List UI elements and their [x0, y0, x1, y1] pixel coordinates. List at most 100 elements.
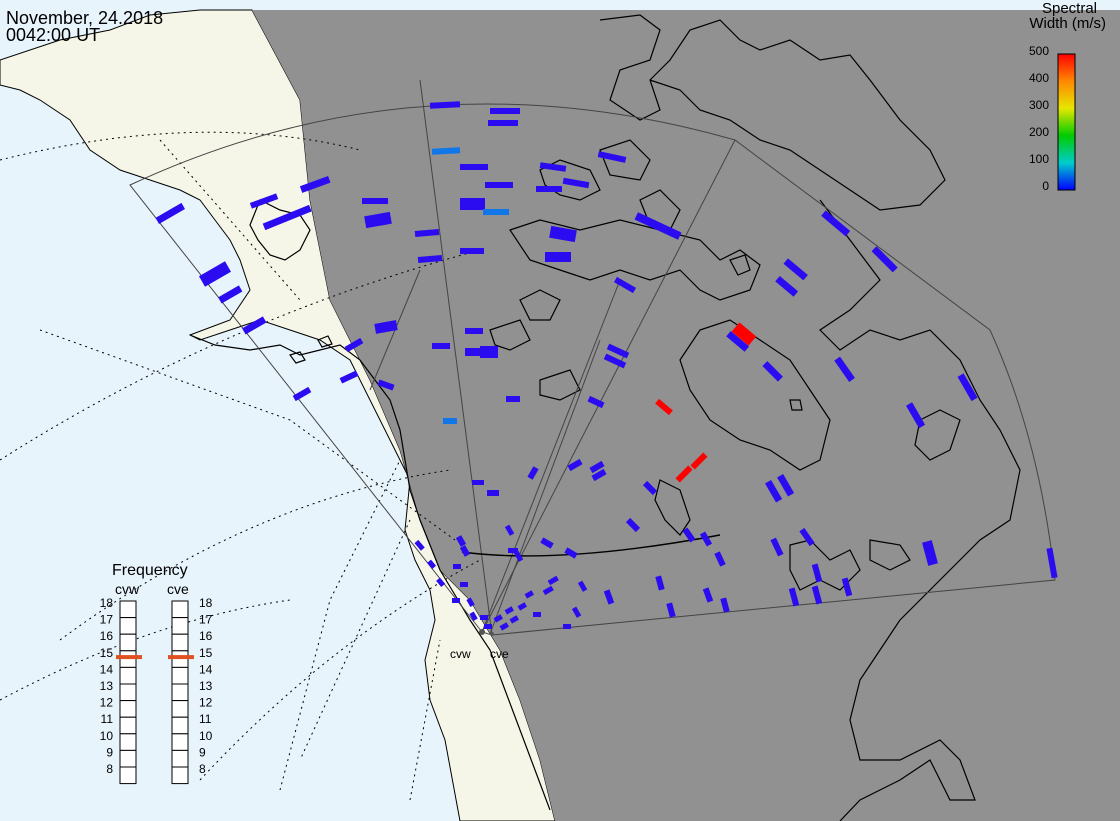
frequency-scale-label: 14 [100, 662, 114, 676]
frequency-scale-label: 16 [199, 629, 213, 643]
echo-cell [427, 559, 437, 569]
echo-cell [364, 211, 392, 229]
colorbar-tick-label: 400 [1029, 71, 1049, 85]
echo-cell [821, 210, 851, 237]
echo-cell [783, 258, 808, 281]
echo-cell [871, 246, 898, 273]
echo-cell [682, 527, 696, 543]
echo-cell [429, 101, 461, 109]
echo-cell [242, 316, 267, 335]
echo-cell [414, 539, 425, 551]
echo-cell [432, 343, 450, 349]
echo-cell [414, 228, 440, 238]
frequency-cell-cve [171, 733, 189, 751]
frequency-scale-label: 11 [101, 712, 114, 726]
colorbar-gradient [1057, 53, 1076, 191]
echo-cell [460, 164, 488, 170]
site-label-cvw: cvw [450, 647, 471, 661]
frequency-cell-cvw [119, 766, 137, 785]
echo-cell [436, 577, 446, 587]
frequency-scale-label: 17 [199, 613, 213, 627]
frequency-scale-label: 11 [199, 712, 212, 726]
echo-cell [199, 261, 231, 287]
frequency-scale-label: 10 [199, 729, 213, 743]
echo-cell [539, 162, 567, 172]
coastlines [489, 14, 1021, 821]
echo-cell [339, 370, 359, 384]
frequency-scale-label: 15 [100, 646, 114, 660]
frequency-scale-label: 12 [199, 696, 213, 710]
echo-cell [545, 252, 571, 262]
echo-cell [634, 212, 682, 240]
echo-cell [765, 479, 783, 503]
frequency-marker-cve [168, 655, 194, 660]
echo-cell [459, 545, 471, 557]
echo-cell [533, 612, 541, 617]
echo-cell [493, 614, 503, 623]
frequency-scale-label: 16 [100, 629, 114, 643]
frequency-scale-label: 13 [199, 679, 213, 693]
echo-cell [524, 590, 534, 599]
echo-cell [509, 615, 519, 624]
frequency-title: Frequency [112, 562, 188, 579]
frequency-scale-label: 9 [199, 745, 206, 759]
echo-cell [1046, 547, 1058, 579]
colorbar-title-line1: Spectral [1042, 0, 1097, 17]
colorbar-tick-label: 300 [1029, 98, 1049, 112]
echo-cell [563, 624, 571, 629]
frequency-scale-label: 8 [199, 762, 206, 776]
echo-cell [460, 198, 485, 210]
echo-cell [549, 225, 577, 243]
echo-cell [811, 563, 823, 583]
radar-site-cve-marker [490, 632, 494, 636]
echo-cell [469, 611, 478, 621]
echo-cell [472, 480, 484, 485]
echo-cell [775, 275, 799, 297]
echo-cell [485, 182, 513, 188]
echo-cell [465, 348, 483, 356]
frequency-scale-label: 18 [100, 596, 114, 610]
echo-cell [922, 540, 938, 566]
frequency-scale-label: 10 [100, 729, 114, 743]
echo-cell [714, 551, 726, 567]
echo-cell [811, 585, 823, 605]
echo-cell [344, 337, 364, 353]
frequency-cell-cve [171, 633, 189, 652]
echo-cell [506, 396, 520, 402]
echo-cell [443, 418, 457, 424]
echo-cell [834, 356, 855, 382]
echo-cell [841, 577, 853, 597]
echo-cell [906, 402, 926, 429]
echo-cell [770, 537, 784, 557]
frequency-cell-cvw [119, 716, 137, 735]
echo-cell [299, 176, 331, 193]
date-label: November, 24.2018 [6, 8, 163, 28]
frequency-cell-cve [171, 617, 189, 635]
frequency-cell-cve [171, 766, 189, 785]
frequency-cell-cve [171, 683, 189, 702]
colorbar-tick-label: 100 [1029, 152, 1049, 166]
frequency-cell-cvw [119, 749, 137, 768]
echo-cell [720, 597, 730, 613]
echo-cell [487, 490, 499, 496]
echo-cell [589, 460, 605, 474]
echo-cell [362, 198, 388, 204]
echo-cell [508, 548, 518, 553]
colorbar-tick-label: 200 [1029, 125, 1049, 139]
echo-cell [702, 587, 714, 603]
echo-cell [453, 564, 461, 569]
echo-cell [527, 466, 539, 480]
echo-cell [513, 550, 524, 562]
echo-cell [603, 353, 627, 369]
echo-cell [799, 527, 815, 547]
frequency-scale-label: 15 [199, 646, 213, 660]
frequency-scale-label: 18 [199, 596, 213, 610]
echo-cell [480, 346, 498, 358]
echo-cell [571, 606, 582, 618]
frequency-cell-cvw [119, 600, 137, 619]
time-label: 0042:00 UT [6, 25, 100, 45]
echo-cell [587, 395, 605, 409]
echo-cell [655, 398, 673, 416]
echo-cell [690, 452, 708, 470]
